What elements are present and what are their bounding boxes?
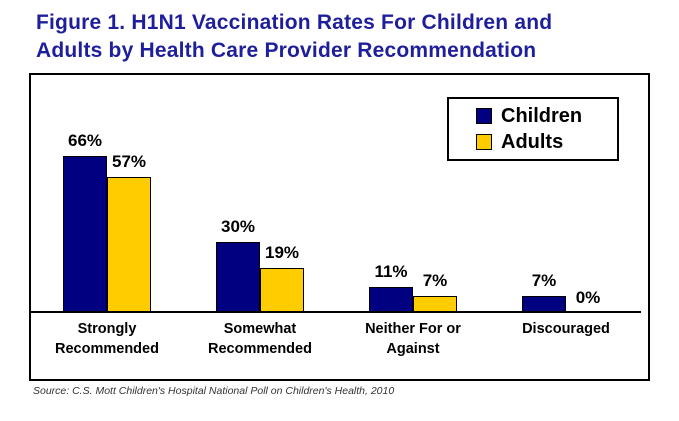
adults-color-swatch — [476, 134, 492, 150]
chart-legend: Children Adults — [447, 97, 619, 161]
page-title: Figure 1. H1N1 Vaccination Rates For Chi… — [36, 9, 552, 65]
bar-adults-2 — [413, 296, 457, 313]
legend-label-adults: Adults — [501, 130, 564, 153]
category-label-1: Somewhat Recommended — [208, 321, 312, 357]
x-axis-line — [31, 311, 641, 313]
category-label-0: Strongly Recommended — [55, 321, 159, 357]
legend-label-children: Children — [501, 104, 583, 127]
value-label-children-1: 30% — [220, 217, 256, 236]
legend-item-adults: Adults — [476, 131, 617, 154]
value-label-children-2: 11% — [374, 262, 408, 281]
value-label-children-0: 66% — [67, 131, 103, 150]
page-title-line2: Adults by Health Care Provider Recommend… — [36, 39, 537, 62]
value-label-adults-3: 0% — [575, 288, 601, 307]
bar-children-1 — [216, 242, 260, 313]
value-label-adults-0: 57% — [111, 152, 147, 171]
bar-adults-0 — [107, 177, 151, 313]
page-title-line1: Figure 1. H1N1 Vaccination Rates For Chi… — [36, 11, 553, 34]
source-note: Source: C.S. Mott Children's Hospital Na… — [33, 385, 395, 397]
category-label-2: Neither For or Against — [365, 321, 461, 357]
bar-children-0 — [63, 156, 107, 313]
value-label-adults-2: 7% — [422, 271, 448, 290]
bars-layer: 66% 57% 30% 19% 11% 7% 7% 0% — [31, 75, 648, 313]
value-label-children-3: 7% — [531, 271, 557, 290]
bar-children-2 — [369, 287, 413, 313]
chart-plot-area: 66% 57% 30% 19% 11% 7% 7% 0% Strongly Recommend… — [29, 73, 650, 381]
bar-children-3 — [522, 296, 566, 313]
value-label-adults-1: 19% — [264, 243, 300, 262]
bar-adults-1 — [260, 268, 304, 313]
category-label-3: Discouraged — [522, 321, 610, 337]
legend-item-children: Children — [476, 105, 617, 128]
children-color-swatch — [476, 108, 492, 124]
